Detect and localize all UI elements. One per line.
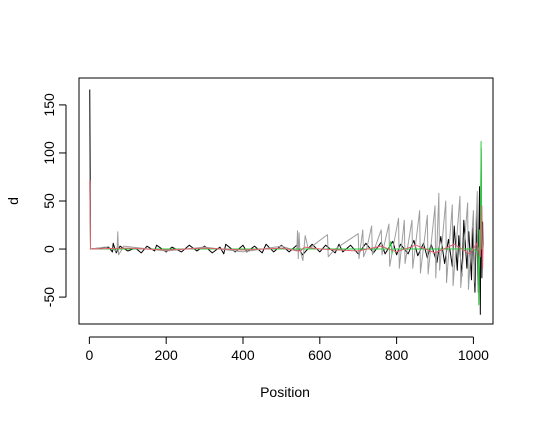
y-tick-label: -50 xyxy=(41,287,57,307)
y-tick-label: 100 xyxy=(41,141,57,165)
x-tick-label: 1000 xyxy=(458,347,489,363)
y-tick-label: 0 xyxy=(41,245,57,253)
x-tick-label: 600 xyxy=(308,347,332,363)
x-axis: 0 200 400 600 800 1000 xyxy=(85,336,489,363)
x-axis-title: Position xyxy=(260,384,310,400)
series-line-1 xyxy=(89,89,484,315)
x-tick-label: 0 xyxy=(85,347,93,363)
series-line-2 xyxy=(89,181,484,293)
x-tick-label: 800 xyxy=(385,347,409,363)
series-layer xyxy=(89,89,484,315)
y-axis-title: d xyxy=(5,197,21,205)
plot-area xyxy=(78,77,494,325)
y-axis: -50 0 50 100 150 xyxy=(41,93,67,307)
series-line-3 xyxy=(89,140,484,306)
y-tick-label: 150 xyxy=(41,93,57,117)
x-tick-label: 200 xyxy=(154,347,178,363)
y-tick-label: 50 xyxy=(41,193,57,209)
series-line-4 xyxy=(89,179,484,269)
x-tick-label: 400 xyxy=(231,347,255,363)
plot-frame xyxy=(78,77,494,325)
